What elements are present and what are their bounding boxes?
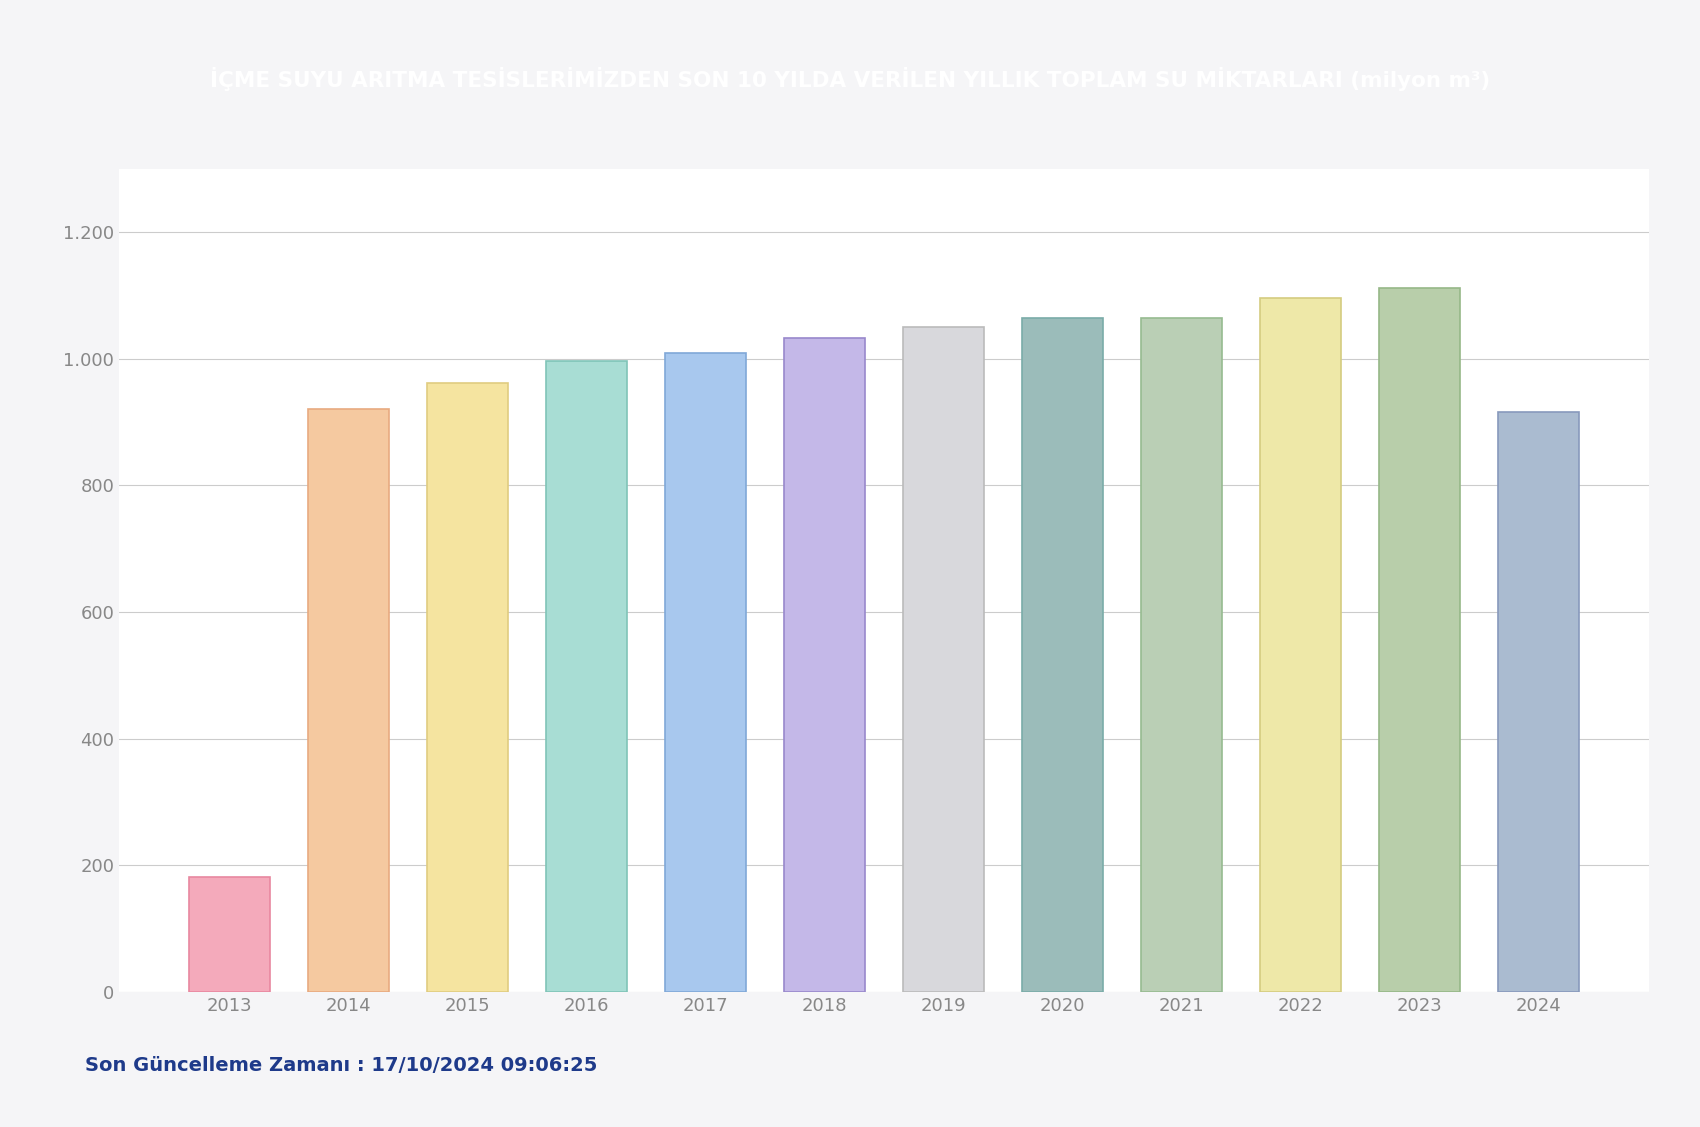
Text: İÇME SUYU ARITMA TESİSLERİMİZDEN SON 10 YILDA VERİLEN YILLIK TOPLAM SU MİKTARLAR: İÇME SUYU ARITMA TESİSLERİMİZDEN SON 10 … (209, 66, 1491, 91)
Bar (903, 327, 984, 992)
Bar (308, 409, 389, 992)
Bar (1379, 289, 1460, 992)
Bar (546, 361, 627, 992)
Bar (1022, 318, 1103, 992)
Bar (1498, 412, 1579, 992)
Text: Son Güncelleme Zamanı : 17/10/2024 09:06:25: Son Güncelleme Zamanı : 17/10/2024 09:06… (85, 1056, 597, 1074)
Bar (784, 338, 865, 992)
Bar (189, 877, 270, 992)
Bar (665, 353, 746, 992)
Bar (427, 383, 508, 992)
Bar (1141, 318, 1222, 992)
Bar (1260, 298, 1341, 992)
